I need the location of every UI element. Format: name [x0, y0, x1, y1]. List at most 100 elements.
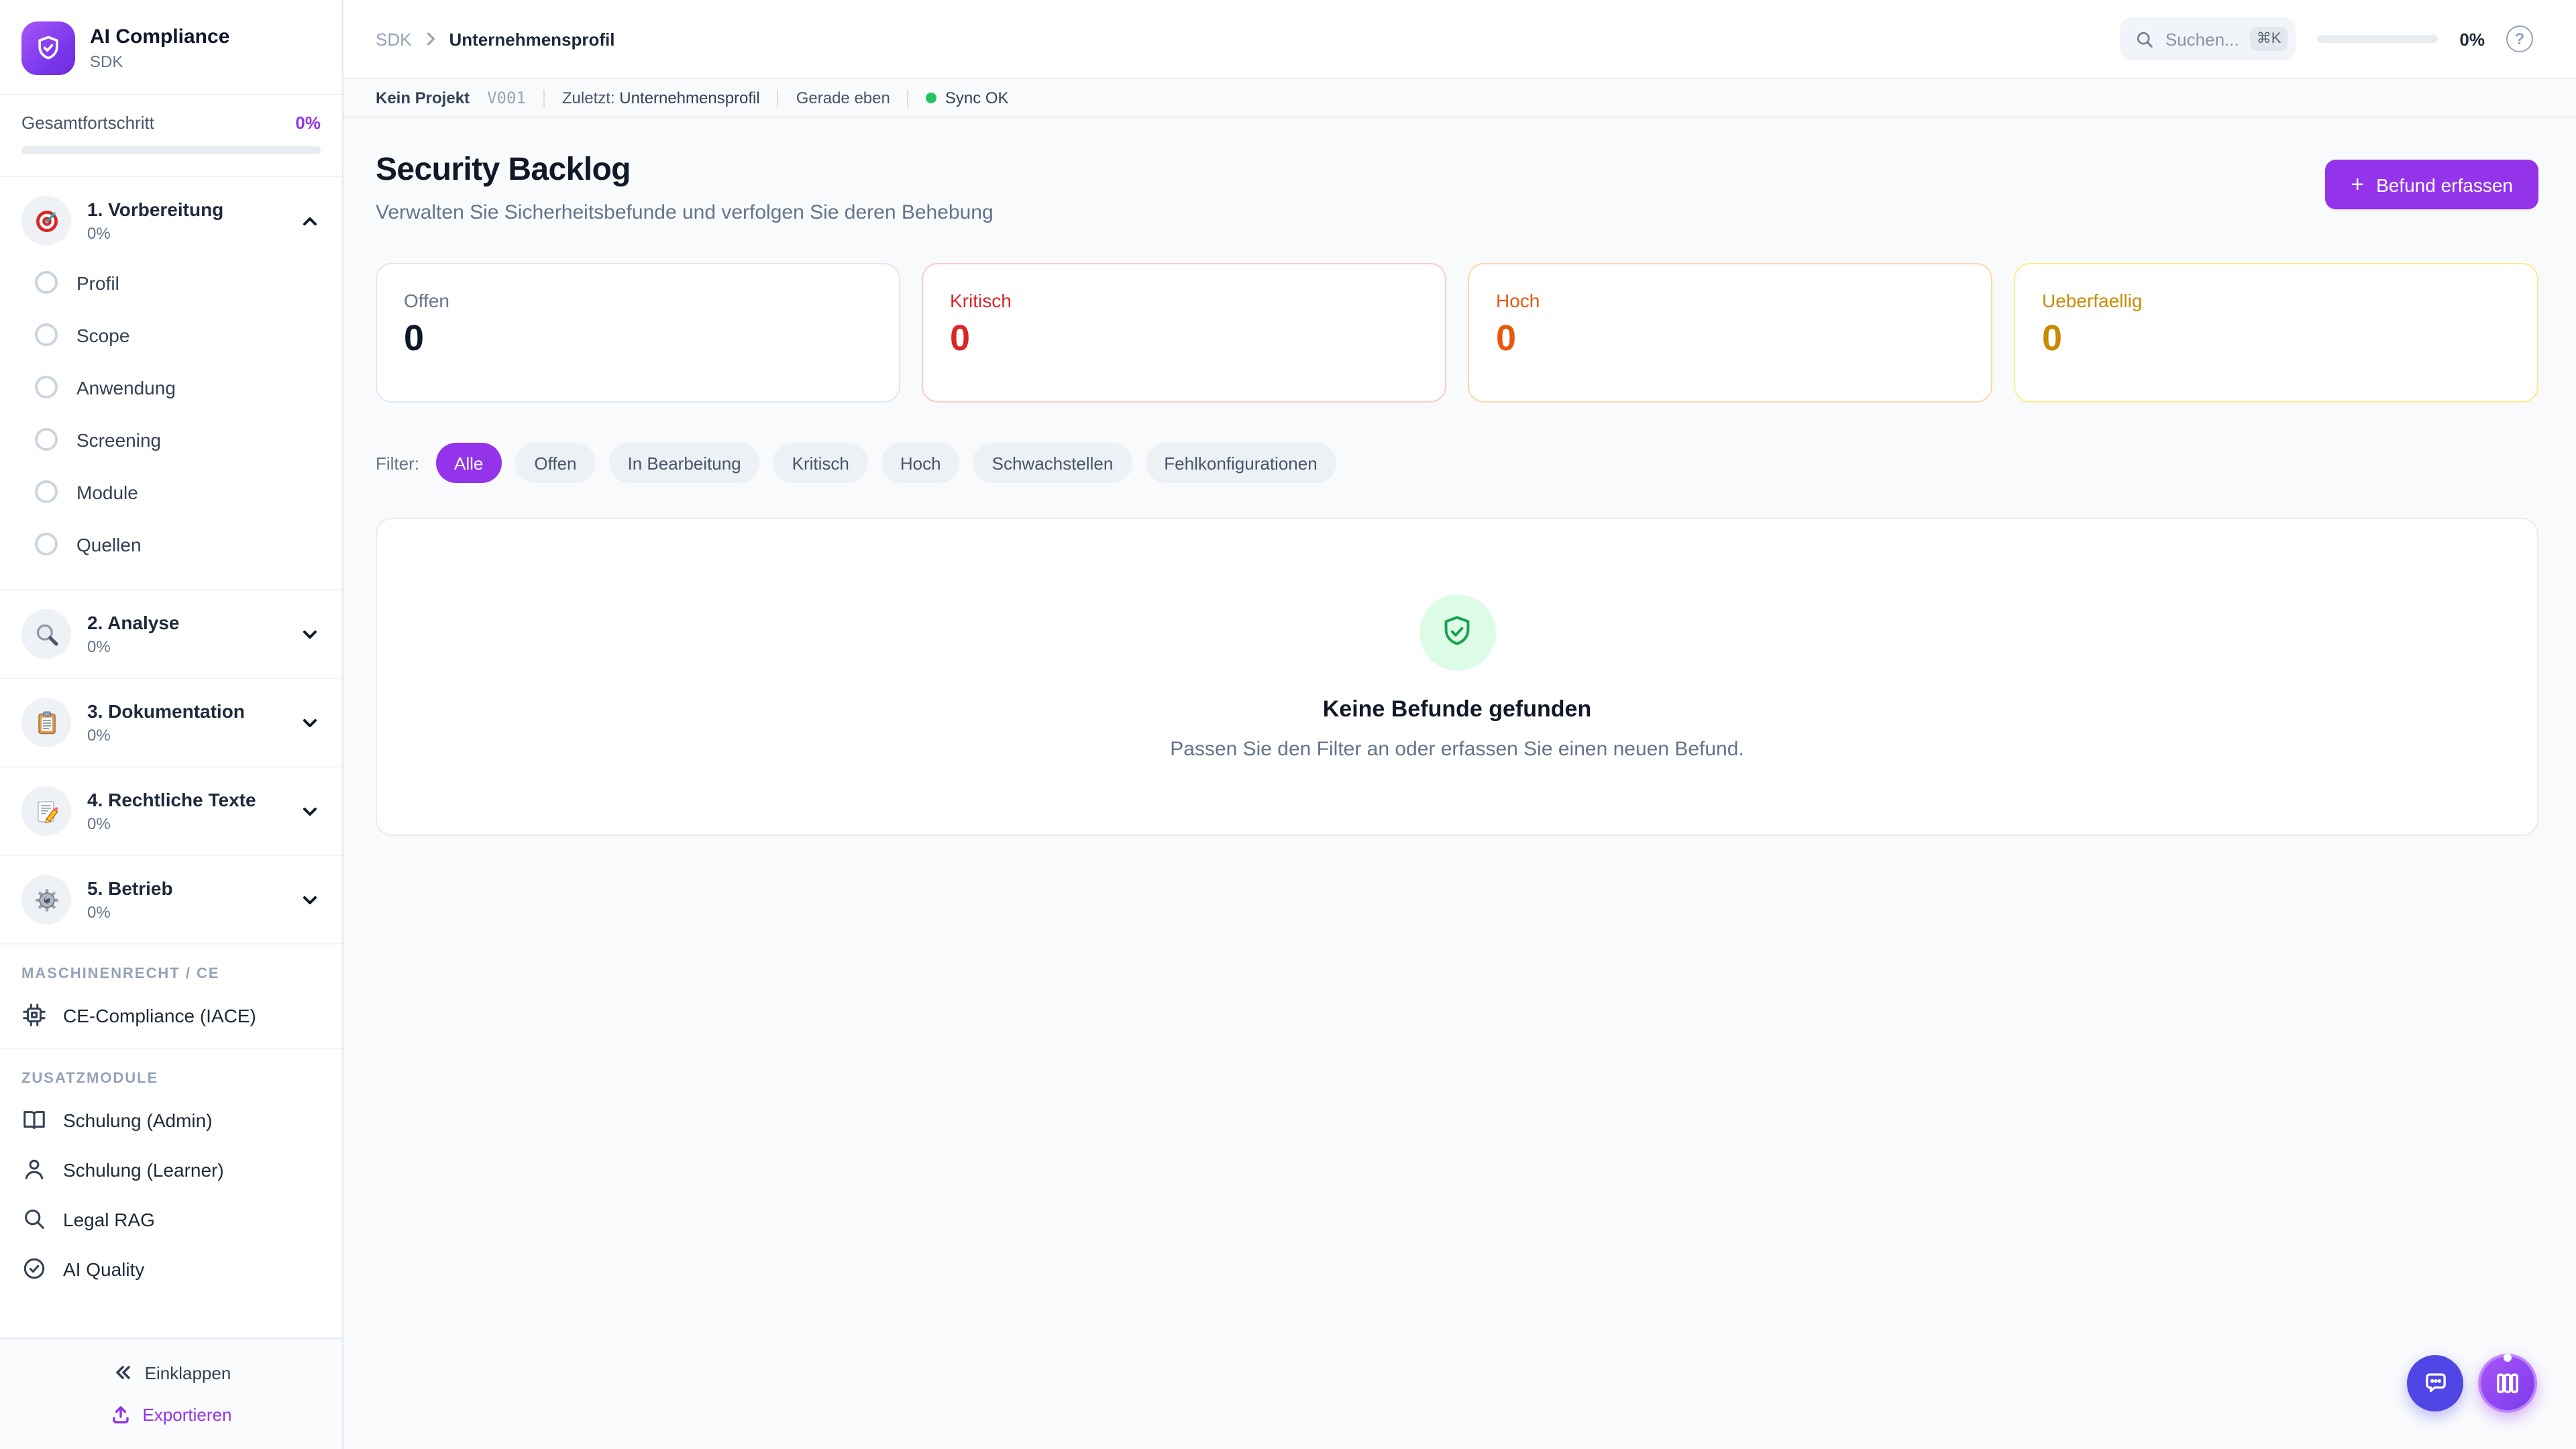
statusbar: Kein Projekt V001 Zuletzt: Unternehmensp… — [343, 79, 2576, 118]
sidebar: AI Compliance SDK Gesamtfortschritt 0% — [0, 0, 343, 1449]
step-circle-icon — [35, 376, 58, 398]
chevron-right-icon — [421, 30, 439, 48]
phase-section-rechtliche-texte: 4. Rechtliche Texte 0% — [0, 767, 342, 856]
export-button[interactable]: Exportieren — [111, 1403, 231, 1425]
chevron-down-icon — [299, 800, 321, 822]
overall-progress-label: Gesamtfortschritt — [21, 113, 154, 133]
stats-row: Offen 0 Kritisch 0 Hoch 0 Ueberfaellig 0 — [376, 263, 2538, 402]
phase-label: 2. Analyse — [87, 612, 180, 633]
phase-label: 4. Rechtliche Texte — [87, 789, 256, 810]
breadcrumb-root[interactable]: SDK — [376, 29, 412, 49]
phase-row-analyse[interactable]: 2. Analyse 0% — [0, 598, 342, 669]
filter-row: Filter: Alle Offen In Bearbeitung Kritis… — [376, 443, 2538, 483]
step-circle-icon — [35, 480, 58, 503]
step-circle-icon — [35, 533, 58, 555]
search-icon — [21, 1206, 47, 1232]
main-area: SDK Unternehmensprofil Suchen... ⌘K 0% — [343, 0, 2576, 1449]
filter-pill-alle[interactable]: Alle — [435, 443, 502, 483]
overall-progress: Gesamtfortschritt 0% — [0, 95, 342, 177]
check-circle-icon — [21, 1256, 47, 1281]
phase-row-rechtliche-texte[interactable]: 4. Rechtliche Texte 0% — [0, 775, 342, 847]
status-updated: Gerade eben — [796, 89, 890, 107]
filter-pill-in-bearbeitung[interactable]: In Bearbeitung — [608, 443, 760, 483]
phase-label: 3. Dokumentation — [87, 700, 245, 722]
overall-progress-value: 0% — [295, 113, 321, 133]
empty-state-card: Keine Befunde gefunden Passen Sie den Fi… — [376, 518, 2538, 836]
columns-icon — [2494, 1370, 2521, 1397]
help-icon[interactable]: ? — [2506, 25, 2533, 52]
sidebar-item-quellen[interactable]: Quellen — [35, 518, 321, 570]
filter-pill-schwachstellen[interactable]: Schwachstellen — [973, 443, 1132, 483]
section-zusatzmodule: ZUSATZMODULE Schulung (Admin) — [0, 1049, 342, 1301]
user-icon — [21, 1157, 47, 1182]
phase-section-betrieb: 5. Betrieb 0% — [0, 856, 342, 945]
phase-percent: 0% — [87, 903, 111, 922]
divider — [777, 89, 779, 107]
sidebar-item-ce-compliance[interactable]: CE-Compliance (IACE) — [0, 990, 342, 1040]
filter-pill-kritisch[interactable]: Kritisch — [773, 443, 868, 483]
sidebar-item-screening[interactable]: Screening — [35, 413, 321, 466]
phase-items-vorbereitung: Profil Scope Anwendung Screening — [0, 256, 342, 581]
chevrons-left-icon — [111, 1362, 133, 1383]
section-maschinenrecht: MASCHINENRECHT / CE CE-Compliance (IACE) — [0, 945, 342, 1049]
chevron-down-icon — [299, 889, 321, 910]
status-sync: Sync OK — [926, 89, 1009, 107]
section-header-zusatzmodule: ZUSATZMODULE — [21, 1071, 159, 1087]
collapse-sidebar-button[interactable]: Einklappen — [111, 1362, 231, 1383]
phase-row-dokumentation[interactable]: 3. Dokumentation 0% — [0, 687, 342, 758]
shield-check-icon — [1419, 594, 1495, 670]
chat-fab-button[interactable] — [2407, 1355, 2463, 1411]
phase-percent: 0% — [87, 814, 111, 833]
breadcrumb-current: Unternehmensprofil — [449, 29, 615, 49]
phase-row-vorbereitung[interactable]: 1. Vorbereitung 0% — [0, 185, 342, 256]
shield-check-icon — [34, 34, 63, 63]
gear-icon — [21, 875, 71, 924]
floating-actions — [2407, 1354, 2537, 1413]
target-icon — [21, 196, 71, 246]
breadcrumb: SDK Unternehmensprofil — [376, 29, 615, 49]
memo-pencil-icon — [21, 786, 71, 836]
phase-percent: 0% — [87, 637, 111, 656]
clipboard-icon — [21, 698, 71, 747]
content: Security Backlog Verwalten Sie Sicherhei… — [343, 118, 2576, 1449]
sidebar-item-profil[interactable]: Profil — [35, 256, 321, 309]
sidebar-item-module[interactable]: Module — [35, 466, 321, 518]
notification-dot — [2504, 1354, 2512, 1362]
filter-pill-fehlkonfigurationen[interactable]: Fehlkonfigurationen — [1145, 443, 1336, 483]
book-open-icon — [21, 1107, 47, 1132]
search-icon — [2135, 29, 2155, 49]
phase-percent: 0% — [87, 224, 111, 243]
section-header-maschinenrecht: MASCHINENRECHT / CE — [21, 966, 220, 982]
shortcut-badge: ⌘K — [2249, 27, 2288, 51]
page-header: Security Backlog Verwalten Sie Sicherhei… — [376, 152, 2538, 224]
phase-nav: 1. Vorbereitung 0% Profil Scope — [0, 177, 342, 1338]
magnifier-icon — [21, 609, 71, 659]
app-edition: SDK — [90, 52, 123, 71]
sidebar-item-legal-rag[interactable]: Legal RAG — [0, 1194, 342, 1244]
search-placeholder: Suchen... — [2165, 29, 2239, 49]
phase-percent: 0% — [87, 726, 111, 745]
phase-section-dokumentation: 3. Dokumentation 0% — [0, 679, 342, 767]
sidebar-item-schulung-admin[interactable]: Schulung (Admin) — [0, 1095, 342, 1144]
empty-state-title: Keine Befunde gefunden — [1322, 696, 1592, 721]
status-project: Kein Projekt — [376, 89, 470, 107]
add-finding-button[interactable]: + Befund erfassen — [2325, 160, 2538, 209]
app-identity: AI Compliance SDK — [90, 25, 229, 71]
board-fab-button[interactable] — [2478, 1354, 2537, 1413]
search-input[interactable]: Suchen... ⌘K — [2119, 17, 2296, 60]
sidebar-item-schulung-learner[interactable]: Schulung (Learner) — [0, 1144, 342, 1194]
phase-label: 1. Vorbereitung — [87, 199, 224, 220]
phase-section-analyse: 2. Analyse 0% — [0, 590, 342, 679]
sidebar-item-ai-quality[interactable]: AI Quality — [0, 1244, 342, 1293]
sidebar-item-scope[interactable]: Scope — [35, 309, 321, 361]
topbar-right: Suchen... ⌘K 0% ? — [2119, 17, 2533, 60]
phase-row-betrieb[interactable]: 5. Betrieb 0% — [0, 864, 342, 935]
chip-icon — [21, 1002, 47, 1028]
phase-section-vorbereitung: 1. Vorbereitung 0% Profil Scope — [0, 177, 342, 590]
sidebar-footer: Einklappen Exportieren — [0, 1338, 342, 1449]
sidebar-item-anwendung[interactable]: Anwendung — [35, 361, 321, 413]
filter-pill-hoch[interactable]: Hoch — [881, 443, 960, 483]
filter-pill-offen[interactable]: Offen — [515, 443, 596, 483]
stat-card-hoch: Hoch 0 — [1468, 263, 1992, 402]
